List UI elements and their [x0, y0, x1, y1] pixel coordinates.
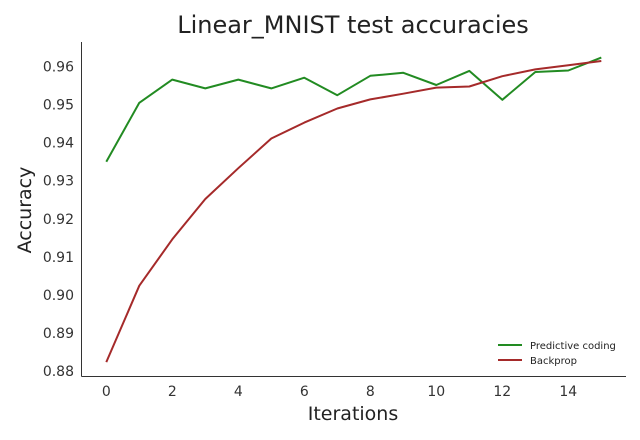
x-tick-label: 12	[493, 384, 511, 400]
y-tick-label: 0.94	[43, 136, 74, 152]
x-tick-label: 2	[168, 384, 177, 400]
y-tick-label: 0.89	[43, 326, 74, 342]
x-tick-labels: 0 2 4 6 8 10 12 14	[102, 384, 577, 400]
y-tick-label: 0.88	[43, 364, 74, 380]
plot-area: 0.88 0.89 0.90 0.91 0.92 0.93 0.94 0.95 0.96 0 2 4…	[43, 42, 626, 400]
series-line-predictive-coding	[105, 56, 602, 163]
series-line-backprop	[105, 60, 602, 363]
y-axis-title: Accuracy	[14, 167, 36, 254]
x-tick-label: 4	[234, 384, 243, 400]
legend: Predictive coding Backprop	[498, 341, 616, 367]
x-tick-label: 0	[102, 384, 111, 400]
y-tick-label: 0.91	[43, 250, 74, 266]
x-tick-label: 8	[366, 384, 375, 400]
y-tick-label: 0.93	[43, 174, 74, 190]
x-tick-label: 14	[559, 384, 577, 400]
y-tick-label: 0.96	[43, 60, 74, 76]
y-tick-labels: 0.88 0.89 0.90 0.91 0.92 0.93 0.94 0.95 0.96	[43, 60, 74, 380]
chart-title: Linear_MNIST test accuracies	[177, 11, 529, 39]
x-tick-label: 10	[427, 384, 445, 400]
legend-label-predictive-coding: Predictive coding	[530, 341, 616, 352]
legend-label-backprop: Backprop	[530, 356, 577, 367]
y-tick-label: 0.92	[43, 212, 74, 228]
x-axis-title: Iterations	[308, 403, 399, 425]
y-tick-label: 0.90	[43, 288, 74, 304]
x-tick-label: 6	[300, 384, 309, 400]
y-tick-label: 0.95	[43, 98, 74, 114]
series-lines	[105, 56, 602, 363]
